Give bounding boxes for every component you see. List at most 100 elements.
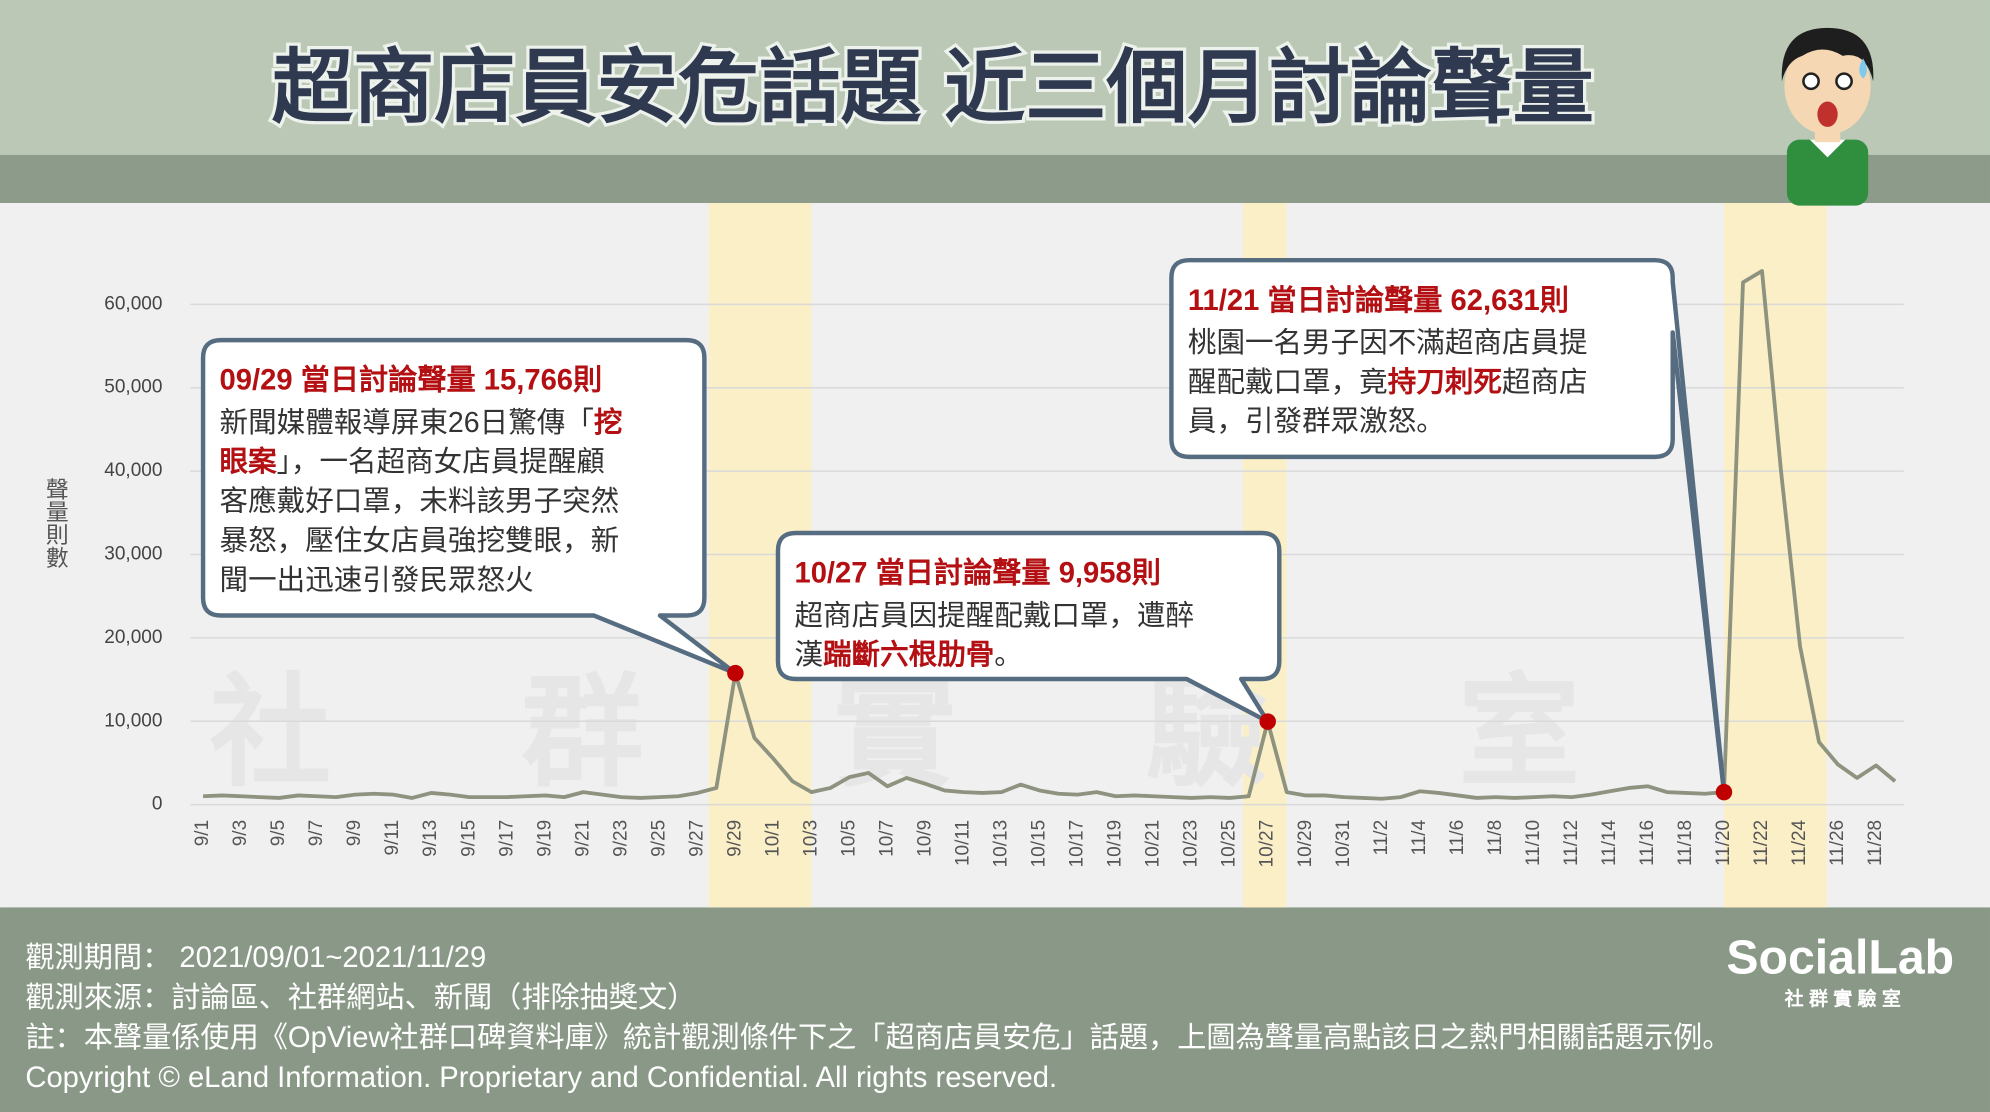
callout-text: 員，引發群眾激怒。 xyxy=(1188,405,1445,437)
x-tick-label: 10/29 xyxy=(1295,820,1316,868)
callout-line: 新聞媒體報導屏東26日驚傳「挖 xyxy=(220,405,623,438)
y-tick-label: 60,000 xyxy=(104,293,162,314)
footer-line: 觀測來源：討論區、社群網站、新聞（排除抽獎文） xyxy=(25,981,696,1014)
y-tick-label: 40,000 xyxy=(104,460,162,481)
peak-dot xyxy=(727,664,744,682)
x-tick-label: 9/7 xyxy=(306,820,327,846)
x-tick-label: 10/11 xyxy=(953,820,974,866)
x-tick-label: 9/27 xyxy=(686,820,707,857)
x-tick-label: 11/24 xyxy=(1789,819,1810,866)
callout-text: 聞一出迅速引發民眾怒火 xyxy=(220,564,534,596)
callout-text: 桃園一名男子因不滿超商店員提 xyxy=(1188,326,1588,358)
y-tick-label: 20,000 xyxy=(104,627,162,648)
footer-line: 觀測期間： 2021/09/01~2021/11/29 xyxy=(25,941,486,974)
footer: 觀測期間： 2021/09/01~2021/11/29 觀測來源：討論區、社群網站… xyxy=(25,941,1731,1094)
x-tick-label: 9/15 xyxy=(458,820,479,857)
x-tick-label: 9/19 xyxy=(534,820,555,857)
x-tick-label: 11/6 xyxy=(1447,820,1468,856)
x-tick-label: 11/14 xyxy=(1599,819,1620,866)
y-tick-label: 50,000 xyxy=(104,377,162,398)
callout-heading: 09/29 當日討論聲量 15,766則 xyxy=(220,363,603,397)
callout-box xyxy=(775,530,1282,724)
callout-line: 超商店員因提醒配戴口罩，遭醉 xyxy=(794,599,1194,631)
callout-text: 醒配戴口罩，竟 xyxy=(1188,366,1388,398)
x-tick-label: 11/20 xyxy=(1713,820,1734,866)
x-tick-label: 10/23 xyxy=(1181,820,1202,868)
x-tick-label: 11/22 xyxy=(1751,820,1772,866)
callout-line: 員，引發群眾激怒。 xyxy=(1188,405,1445,437)
peak-dot xyxy=(1259,713,1276,730)
callout-emphasis: 持刀刺死 xyxy=(1388,366,1502,398)
callout-line: 桃園一名男子因不滿超商店員提 xyxy=(1188,326,1588,358)
x-tick-label: 11/10 xyxy=(1523,820,1544,866)
x-tick-label: 11/2 xyxy=(1371,820,1392,856)
callout-text: 客應戴好口罩，未料該男子突然 xyxy=(220,485,620,517)
callout-line: 聞一出迅速引發民眾怒火 xyxy=(220,564,534,596)
x-tick-label: 10/13 xyxy=(991,820,1012,868)
header-band xyxy=(0,154,1990,204)
callout-text: 超商店 xyxy=(1502,366,1588,398)
x-tick-label: 11/26 xyxy=(1827,820,1848,866)
x-tick-label: 9/17 xyxy=(496,820,517,857)
callout-text: 漢 xyxy=(794,639,823,671)
callout: 09/29 當日討論聲量 15,766則新聞媒體報導屏東26日驚傳「挖眼案」，一… xyxy=(200,337,744,682)
x-tick-label: 10/17 xyxy=(1067,820,1088,868)
callout-line: 醒配戴口罩，竟持刀刺死超商店 xyxy=(1188,366,1588,398)
x-tick-label: 10/19 xyxy=(1105,820,1126,868)
callout-line: 眼案」，一名超商女店員提醒顧 xyxy=(220,445,605,478)
x-tick-label: 10/9 xyxy=(915,820,936,857)
x-tick-label: 9/5 xyxy=(268,820,289,846)
x-tick-label: 11/12 xyxy=(1561,820,1582,866)
callout-line: 暴怒，壓住女店員強挖雙眼，新 xyxy=(220,524,620,556)
x-tick-label: 9/13 xyxy=(420,820,441,857)
peak-dot xyxy=(1715,783,1733,801)
footer-line: 註：本聲量係使用《OpView社群口碑資料庫》統計觀測條件下之「超商店員安危」話… xyxy=(25,1021,1731,1054)
footer-bg xyxy=(0,907,1990,1112)
callout: 10/27 當日討論聲量 9,958則超商店員因提醒配戴口罩，遭醉漢踹斷六根肋骨… xyxy=(775,530,1282,730)
x-tick-label: 10/27 xyxy=(1257,820,1278,868)
x-tick-label: 11/8 xyxy=(1485,820,1506,856)
x-tick-label: 11/16 xyxy=(1637,820,1658,866)
header-bg xyxy=(0,0,1990,155)
x-tick-label: 10/5 xyxy=(838,820,859,857)
callout-emphasis: 挖 xyxy=(594,405,623,438)
logo-subtitle: 社 群 實 驗 室 xyxy=(1784,987,1901,1010)
x-tick-label: 9/23 xyxy=(610,820,631,857)
x-tick-label: 9/11 xyxy=(382,820,403,856)
callout-emphasis: 眼案 xyxy=(220,445,278,478)
callout-box xyxy=(200,337,738,676)
x-tick-label: 9/3 xyxy=(230,820,251,846)
callout-text: 」，一名超商女店員提醒顧 xyxy=(277,446,605,478)
logo: SocialLab xyxy=(1726,930,1954,984)
x-tick-label: 11/28 xyxy=(1865,820,1886,866)
x-tick-label: 11/4 xyxy=(1409,819,1430,855)
callout-text: 新聞媒體報導屏東26日驚傳「 xyxy=(220,406,594,438)
callout: 11/21 當日討論聲量 62,631則桃園一名男子因不滿超商店員提醒配戴口罩，… xyxy=(1169,257,1733,801)
callout-text: 暴怒，壓住女店員強挖雙眼，新 xyxy=(220,524,620,556)
y-tick-label: 0 xyxy=(152,794,163,815)
callout-heading: 10/27 當日討論聲量 9,958則 xyxy=(794,556,1160,590)
x-tick-label: 10/31 xyxy=(1333,820,1354,868)
clerk-icon xyxy=(1781,27,1874,206)
x-tick-label: 9/9 xyxy=(344,820,365,846)
watermark: 社群實驗室 xyxy=(209,665,1770,801)
line-series xyxy=(202,269,1897,801)
x-tick-label: 10/25 xyxy=(1219,820,1240,868)
x-tick-label: 10/3 xyxy=(800,820,821,857)
annotations: 09/29 當日討論聲量 15,766則新聞媒體報導屏東26日驚傳「挖眼案」，一… xyxy=(200,257,1733,801)
callout-text: 超商店員因提醒配戴口罩，遭醉 xyxy=(794,599,1194,631)
x-tick-label: 11/18 xyxy=(1675,820,1696,866)
x-tick-label: 10/15 xyxy=(1029,820,1050,868)
x-tick-label: 9/21 xyxy=(572,820,593,857)
x-tick-label: 10/21 xyxy=(1143,820,1164,868)
callout-text: 。 xyxy=(994,639,1023,671)
callout-line: 漢踹斷六根肋骨。 xyxy=(794,639,1022,671)
x-tick-label: 10/7 xyxy=(877,820,898,857)
x-tick-label: 9/29 xyxy=(724,820,745,857)
y-tick-label: 30,000 xyxy=(104,544,162,565)
x-tick-label: 10/1 xyxy=(762,820,783,857)
x-tick-label: 9/25 xyxy=(648,820,669,857)
callout-heading: 11/21 當日討論聲量 62,631則 xyxy=(1188,283,1569,317)
chart-title: 超商店員安危話題 近三個月討論聲量 xyxy=(272,42,1594,133)
x-tick-label: 9/1 xyxy=(192,820,213,846)
